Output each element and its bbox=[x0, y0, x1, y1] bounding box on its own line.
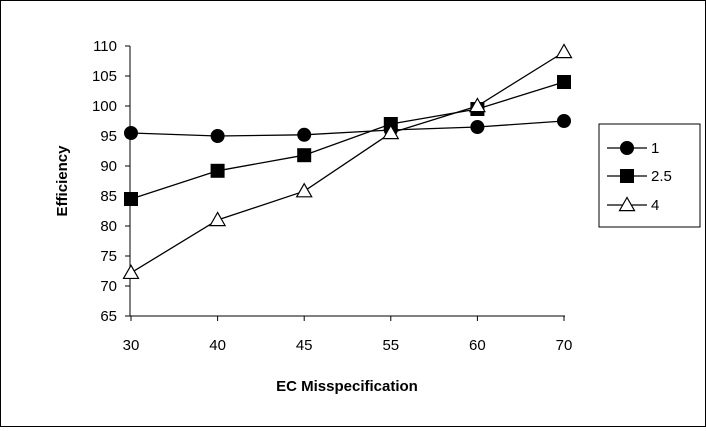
legend-item-2.5: 2.5 bbox=[607, 168, 672, 185]
data-point bbox=[468, 97, 486, 113]
data-point bbox=[210, 163, 225, 178]
y-tick-label: 80 bbox=[100, 218, 117, 235]
series-1 bbox=[124, 114, 571, 143]
y-tick-label: 110 bbox=[93, 38, 117, 55]
x-tick-label: 55 bbox=[382, 337, 399, 354]
x-tick-label: 70 bbox=[556, 337, 573, 354]
y-tick-label: 100 bbox=[92, 98, 117, 115]
legend-marker bbox=[618, 196, 636, 212]
data-point bbox=[297, 148, 312, 163]
y-tick-label: 70 bbox=[100, 278, 117, 295]
series-line bbox=[130, 51, 565, 274]
data-point bbox=[210, 129, 225, 143]
series-line bbox=[130, 120, 565, 137]
series-group bbox=[122, 43, 573, 280]
data-point bbox=[470, 120, 485, 134]
y-ticks: 65 70 75 80 85 90 95 100 105 110 bbox=[92, 38, 130, 325]
data-point bbox=[557, 75, 571, 89]
data-point bbox=[382, 124, 400, 140]
legend-item-1: 1 bbox=[607, 140, 659, 157]
data-point bbox=[297, 127, 312, 142]
x-ticks: 30 40 45 55 60 70 bbox=[123, 316, 573, 354]
axes bbox=[129, 46, 565, 317]
y-axis-title: Efficiency bbox=[54, 145, 71, 217]
data-point bbox=[295, 182, 313, 198]
x-tick-label: 40 bbox=[209, 337, 226, 354]
legend-label: 2.5 bbox=[651, 168, 672, 185]
data-point bbox=[557, 114, 571, 128]
y-tick-label: 75 bbox=[100, 248, 117, 265]
data-point bbox=[122, 264, 140, 280]
data-point bbox=[124, 192, 138, 206]
data-point bbox=[124, 126, 138, 140]
x-tick-label: 30 bbox=[123, 337, 140, 354]
series-line bbox=[130, 81, 565, 200]
legend-marker bbox=[620, 169, 634, 183]
series-2.5 bbox=[124, 75, 571, 206]
legend-label: 1 bbox=[651, 140, 659, 157]
y-tick-label: 85 bbox=[100, 188, 117, 205]
legend: 12.54 bbox=[598, 123, 701, 228]
data-point bbox=[209, 211, 227, 227]
x-tick-label: 45 bbox=[296, 337, 313, 354]
y-tick-label: 90 bbox=[100, 158, 117, 175]
x-axis-title: EC Misspecification bbox=[276, 378, 418, 395]
legend-label: 4 bbox=[651, 197, 659, 214]
series-4 bbox=[122, 43, 573, 280]
legend-item-4: 4 bbox=[607, 196, 659, 214]
data-point bbox=[555, 43, 573, 59]
x-tick-label: 60 bbox=[469, 337, 486, 354]
y-tick-label: 65 bbox=[100, 308, 117, 325]
y-tick-label: 95 bbox=[100, 128, 117, 145]
y-tick-label: 105 bbox=[92, 68, 117, 85]
legend-marker bbox=[620, 141, 634, 155]
